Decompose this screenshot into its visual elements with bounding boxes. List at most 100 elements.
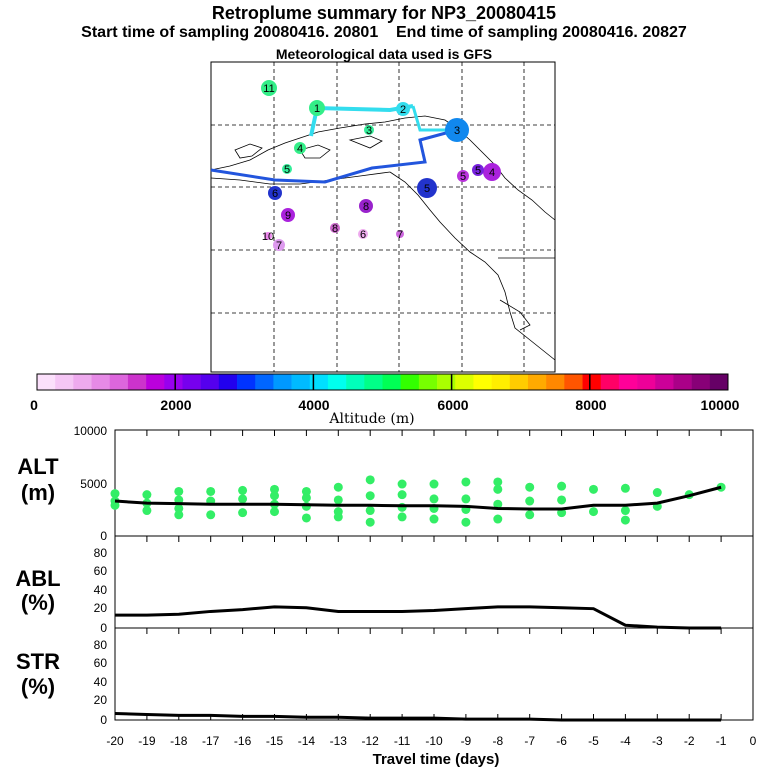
str-line — [114, 712, 722, 722]
centroid-label: 2 — [400, 104, 406, 116]
colorbar-swatch — [146, 374, 165, 390]
colorbar-swatch — [691, 374, 711, 390]
cluster-centroid — [396, 230, 404, 238]
alt-cluster-dot — [525, 482, 535, 492]
str-ytick: 20 — [94, 693, 108, 707]
colorbar-tick: 6000 — [437, 397, 468, 413]
alt-y-ticks: 10000 5000 0 — [74, 424, 108, 543]
centroid-label: 3 — [366, 125, 372, 137]
chart-title: Retroplume summary for NP3_20080415 — [211, 3, 557, 23]
colorbar-swatch — [382, 374, 401, 390]
coastlines — [210, 115, 556, 361]
cluster-centroid — [330, 223, 340, 233]
colorbar-swatch — [109, 374, 129, 390]
colorbar-tick: 4000 — [298, 397, 329, 413]
alt-cluster-dot — [620, 515, 630, 525]
alt-cluster-dot — [301, 493, 311, 503]
centroid-label: 3 — [454, 125, 460, 137]
map-track — [411, 105, 457, 132]
sampling-times: Start time of sampling 20080416. 20801 E… — [0, 24, 768, 42]
str-ytick: 60 — [94, 656, 108, 670]
alt-cluster-dot — [525, 496, 535, 506]
colorbar-swatch — [55, 374, 74, 390]
colorbar-tick: 8000 — [575, 397, 606, 413]
abl-ytick: 60 — [94, 564, 108, 578]
cluster-centroid — [273, 239, 285, 251]
start-time-label: Start time of sampling 20080416. 20801 — [81, 24, 379, 41]
cluster-centroid — [483, 163, 501, 181]
alt-cluster-dot — [301, 513, 311, 523]
colorbar-swatch — [182, 374, 201, 390]
str-ytick: 40 — [94, 675, 108, 689]
str-ytick: 0 — [100, 713, 107, 727]
alt-cluster-dot — [620, 506, 630, 516]
alt-cluster-dot — [557, 495, 567, 505]
abl-label: ABL — [15, 566, 60, 591]
colorbar-swatch — [164, 374, 183, 390]
alt-cluster-dot — [461, 477, 471, 487]
dynamic-marks — [110, 430, 726, 722]
centroid-label: 11 — [263, 83, 274, 95]
alt-cluster-dot — [142, 490, 152, 500]
colorbar-swatch — [600, 374, 620, 390]
centroid-label: 7 — [276, 240, 282, 252]
alt-cluster-dot — [270, 491, 279, 501]
centroid-label: 5 — [284, 164, 290, 176]
x-tick-label: 0 — [750, 734, 757, 748]
colorbar-swatch — [455, 374, 474, 390]
alt-cluster-dot — [301, 486, 311, 496]
colorbar-swatch — [237, 374, 256, 390]
x-tick-label: -20 — [106, 734, 124, 748]
alt-unit: (m) — [21, 480, 55, 505]
colorbar-swatch — [673, 374, 692, 390]
colorbar-swatch — [637, 374, 656, 390]
alt-cluster-dot — [461, 494, 471, 504]
cluster-centroid — [281, 208, 295, 222]
colorbar-frame — [36, 373, 729, 391]
alt-cluster-dot — [238, 508, 248, 518]
colorbar-swatch — [291, 374, 311, 390]
x-tick-label: -14 — [298, 734, 316, 748]
alt-cluster-dot — [174, 486, 184, 496]
alt-cluster-dot — [365, 506, 375, 516]
map-graticule — [211, 62, 555, 372]
cluster-centroid — [294, 142, 306, 154]
x-tick-label: -15 — [266, 734, 284, 748]
alt-cluster-dot — [429, 494, 439, 504]
abl-panel-frame — [114, 535, 754, 629]
map-track — [210, 128, 458, 184]
abl-y-ticks: 80 60 40 20 0 — [94, 546, 108, 635]
alt-cluster-dot — [174, 503, 184, 513]
centroid-label: 8 — [332, 223, 338, 235]
colorbar-swatch — [546, 374, 565, 390]
alt-ytick: 10000 — [74, 424, 108, 438]
colorbar-swatch — [255, 374, 274, 390]
centroid-label: 6 — [272, 188, 278, 200]
colorbar-swatch — [273, 374, 292, 390]
str-unit: (%) — [21, 674, 55, 699]
cluster-centroid — [364, 125, 374, 135]
abl-ytick: 0 — [100, 621, 107, 635]
colorbar-swatch — [91, 374, 111, 390]
colorbar-swatch — [655, 374, 674, 390]
colorbar-tick: 2000 — [160, 397, 191, 413]
centroid-label: 10 — [262, 231, 274, 243]
abl-unit: (%) — [21, 590, 55, 615]
centroid-label: 5 — [475, 165, 481, 177]
alt-cluster-dot — [174, 510, 184, 520]
alt-cluster-dot — [493, 514, 503, 524]
map-frame — [210, 61, 556, 373]
cluster-centroid — [261, 80, 277, 96]
end-time-label: End time of sampling 20080416. 20827 — [396, 24, 687, 41]
colorbar-swatch — [346, 374, 365, 390]
alt-cluster-dot — [333, 512, 343, 522]
alt-cluster-dot — [397, 479, 407, 489]
colorbar-swatch — [418, 374, 438, 390]
alt-cluster-dot — [652, 488, 662, 498]
cluster-centroid — [268, 186, 282, 200]
abl-ytick: 40 — [94, 583, 108, 597]
colorbar-swatch — [37, 374, 56, 390]
centroid-label: 5 — [424, 183, 430, 195]
